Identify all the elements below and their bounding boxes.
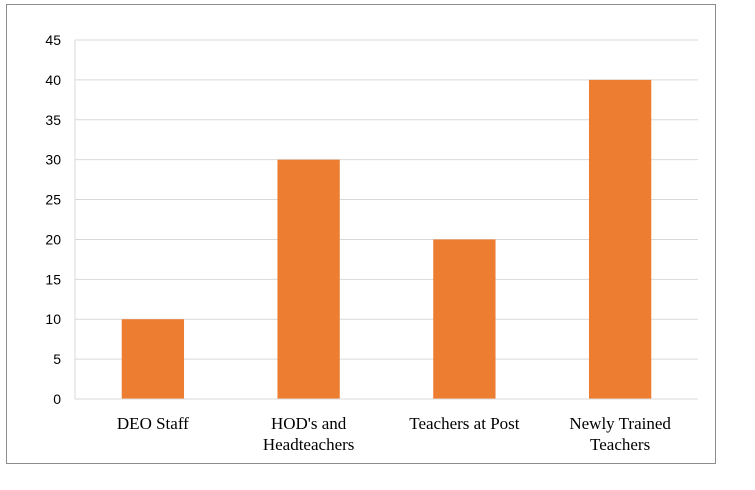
- y-axis-ticks: 0 5 10 15 20 25 30 35 40 45: [45, 32, 61, 407]
- y-tick-label: 0: [53, 391, 61, 407]
- y-tick-label: 40: [45, 72, 61, 88]
- bar: [588, 79, 652, 399]
- x-category-label: Teachers at Post: [409, 414, 519, 433]
- y-tick-label: 35: [45, 112, 61, 128]
- x-category-label: Newly Trained Teachers: [569, 414, 671, 454]
- axes: [74, 40, 698, 400]
- y-tick-label: 10: [45, 311, 61, 327]
- y-tick-label: 20: [45, 231, 61, 247]
- bar: [277, 159, 340, 399]
- x-category-label: HOD's and Headteachers: [263, 414, 355, 454]
- x-category-label: DEO Staff: [117, 414, 189, 433]
- y-tick-label: 15: [45, 271, 61, 287]
- x-axis-labels: DEO Staff HOD's and Headteachers Teachers a…: [117, 414, 671, 454]
- bar: [433, 239, 496, 399]
- y-tick-label: 25: [45, 192, 61, 208]
- y-tick-label: 45: [45, 32, 61, 48]
- y-tick-label: 5: [53, 351, 61, 367]
- y-tick-label: 30: [45, 152, 61, 168]
- bars: [121, 79, 652, 399]
- bar: [121, 319, 185, 399]
